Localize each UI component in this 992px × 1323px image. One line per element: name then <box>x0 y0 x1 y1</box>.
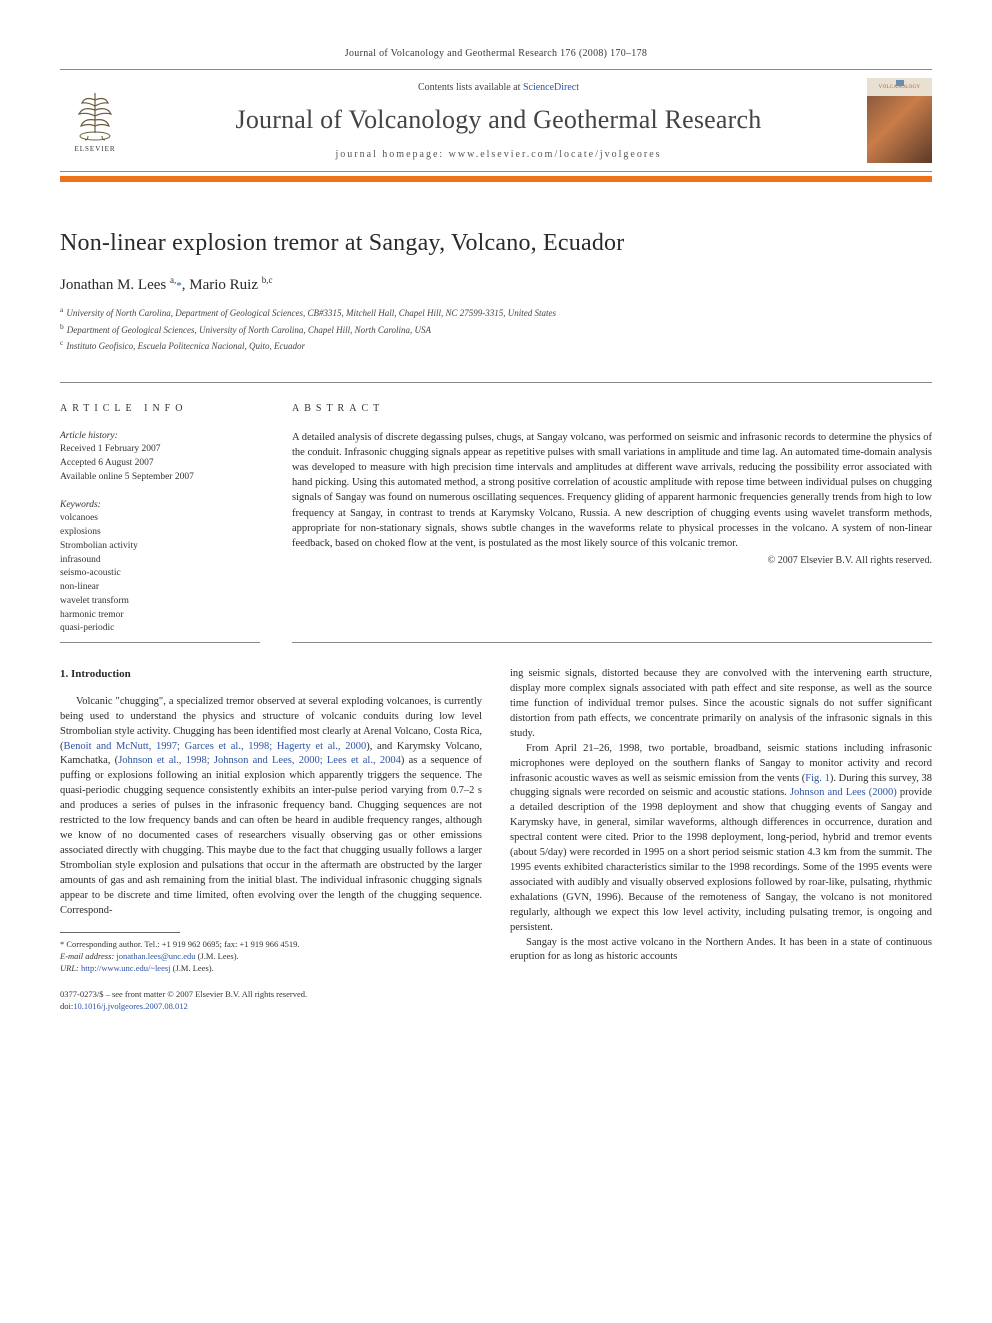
intro-paragraph-1: Volcanic "chugging", a specialized tremo… <box>60 695 482 919</box>
section-1-heading: 1. Introduction <box>60 667 482 683</box>
history-accepted: Accepted 6 August 2007 <box>60 457 260 471</box>
cover-top-label: VOLCANOLOGY <box>867 78 932 96</box>
author-url-link[interactable]: http://www.unc.edu/~leesj <box>81 963 171 973</box>
affiliation-b-text: Department of Geological Sciences, Unive… <box>67 325 431 335</box>
footnotes-block: * Corresponding author. Tel.: +1 919 962… <box>60 939 482 975</box>
affiliation-c: cInstituto Geofisico, Escuela Politecnic… <box>60 337 932 354</box>
corresponding-author-note: * Corresponding author. Tel.: +1 919 962… <box>60 939 482 951</box>
orange-divider-bar <box>60 176 932 182</box>
journal-cover-thumbnail: VOLCANOLOGY <box>867 78 932 163</box>
url-label: URL: <box>60 963 81 973</box>
article-info-label: ARTICLE INFO <box>60 403 260 414</box>
url-line: URL: http://www.unc.edu/~leesj (J.M. Lee… <box>60 963 482 975</box>
journal-reference: Journal of Volcanology and Geothermal Re… <box>60 48 932 59</box>
article-history-block: Article history: Received 1 February 200… <box>60 430 260 485</box>
contents-available-line: Contents lists available at ScienceDirec… <box>138 82 859 93</box>
journal-homepage-line: journal homepage: www.elsevier.com/locat… <box>138 149 859 160</box>
sciencedirect-link[interactable]: ScienceDirect <box>523 82 579 93</box>
header-center: Contents lists available at ScienceDirec… <box>138 82 859 160</box>
affiliation-b-sup: b <box>60 322 64 331</box>
footnote-separator <box>60 932 180 933</box>
doi-link[interactable]: 10.1016/j.jvolgeores.2007.08.012 <box>73 1001 188 1011</box>
journal-header-box: ELSEVIER Contents lists available at Sci… <box>60 69 932 172</box>
homepage-prefix: journal homepage: <box>335 149 448 160</box>
keywords-block: Keywords: volcanoes explosions Stromboli… <box>60 499 260 637</box>
affiliation-c-text: Instituto Geofisico, Escuela Politecnica… <box>66 341 305 351</box>
cover-image <box>867 96 932 163</box>
affiliation-b: bDepartment of Geological Sciences, Univ… <box>60 321 932 338</box>
affiliation-a: aUniversity of North Carolina, Departmen… <box>60 304 932 321</box>
abstract-label: ABSTRACT <box>292 403 932 414</box>
keyword-6: wavelet transform <box>60 595 260 609</box>
keyword-5: non-linear <box>60 581 260 595</box>
keyword-2: Strombolian activity <box>60 540 260 554</box>
affiliation-a-text: University of North Carolina, Department… <box>66 308 556 318</box>
affiliation-c-sup: c <box>60 338 63 347</box>
authors-line: Jonathan M. Lees a,*, Mario Ruiz b,c <box>60 275 932 294</box>
right-paragraph-1: ing seismic signals, distorted because t… <box>510 667 932 742</box>
elsevier-tree-icon <box>70 88 120 143</box>
email-link[interactable]: jonathan.lees@unc.edu <box>116 951 195 961</box>
abstract-column: ABSTRACT A detailed analysis of discrete… <box>292 403 932 637</box>
rp2-text-c: provide a detailed description of the 19… <box>510 787 932 932</box>
keyword-0: volcanoes <box>60 512 260 526</box>
body-left-column: 1. Introduction Volcanic "chugging", a s… <box>60 667 482 1013</box>
author-1-name: Jonathan M. Lees <box>60 277 170 293</box>
keyword-1: explosions <box>60 526 260 540</box>
doi-line: doi:10.1016/j.jvolgeores.2007.08.012 <box>60 1001 482 1013</box>
author-2-name: Mario Ruiz <box>189 277 262 293</box>
history-online: Available online 5 September 2007 <box>60 471 260 485</box>
author-2-affiliation-sup: b,c <box>262 275 273 285</box>
section-divider-row <box>60 642 932 643</box>
keyword-3: infrasound <box>60 554 260 568</box>
history-received: Received 1 February 2007 <box>60 443 260 457</box>
affiliation-a-sup: a <box>60 305 63 314</box>
keyword-4: seismo-acoustic <box>60 567 260 581</box>
contents-prefix: Contents lists available at <box>418 82 523 93</box>
elsevier-logo: ELSEVIER <box>60 81 130 161</box>
ref-johnson-lees-2000[interactable]: Johnson and Lees (2000) <box>790 787 897 798</box>
homepage-url[interactable]: www.elsevier.com/locate/jvolgeores <box>449 149 662 160</box>
affiliations-block: aUniversity of North Carolina, Departmen… <box>60 304 932 354</box>
article-info-column: ARTICLE INFO Article history: Received 1… <box>60 403 260 637</box>
email-line: E-mail address: jonathan.lees@unc.edu (J… <box>60 951 482 963</box>
abstract-copyright: © 2007 Elsevier B.V. All rights reserved… <box>292 555 932 566</box>
info-abstract-row: ARTICLE INFO Article history: Received 1… <box>60 382 932 637</box>
right-paragraph-3: Sangay is the most active volcano in the… <box>510 936 932 966</box>
keywords-heading: Keywords: <box>60 499 260 513</box>
p1-text-c: ) as a sequence of puffing or explosions… <box>60 755 482 915</box>
article-history-heading: Article history: <box>60 430 260 444</box>
abstract-text: A detailed analysis of discrete degassin… <box>292 430 932 552</box>
body-right-column: ing seismic signals, distorted because t… <box>510 667 932 1013</box>
right-paragraph-2: From April 21–26, 1998, two portable, br… <box>510 742 932 936</box>
doi-label: doi: <box>60 1001 73 1011</box>
body-two-column: 1. Introduction Volcanic "chugging", a s… <box>60 667 932 1013</box>
elsevier-label: ELSEVIER <box>74 145 115 153</box>
article-title: Non-linear explosion tremor at Sangay, V… <box>60 230 932 257</box>
footer-info-block: 0377-0273/$ – see front matter © 2007 El… <box>60 989 482 1013</box>
ref-johnson-1998[interactable]: Johnson et al., 1998; Johnson and Lees, … <box>118 755 401 766</box>
keyword-8: quasi-periodic <box>60 622 260 636</box>
email-suffix: (J.M. Lees). <box>195 951 238 961</box>
front-matter-line: 0377-0273/$ – see front matter © 2007 El… <box>60 989 482 1001</box>
keyword-7: harmonic tremor <box>60 609 260 623</box>
email-label: E-mail address: <box>60 951 116 961</box>
journal-title: Journal of Volcanology and Geothermal Re… <box>138 105 859 135</box>
url-suffix: (J.M. Lees). <box>171 963 214 973</box>
ref-benoit-1997[interactable]: Benoit and McNutt, 1997; Garces et al., … <box>64 741 367 752</box>
fig-1-link[interactable]: Fig. 1 <box>805 773 830 784</box>
